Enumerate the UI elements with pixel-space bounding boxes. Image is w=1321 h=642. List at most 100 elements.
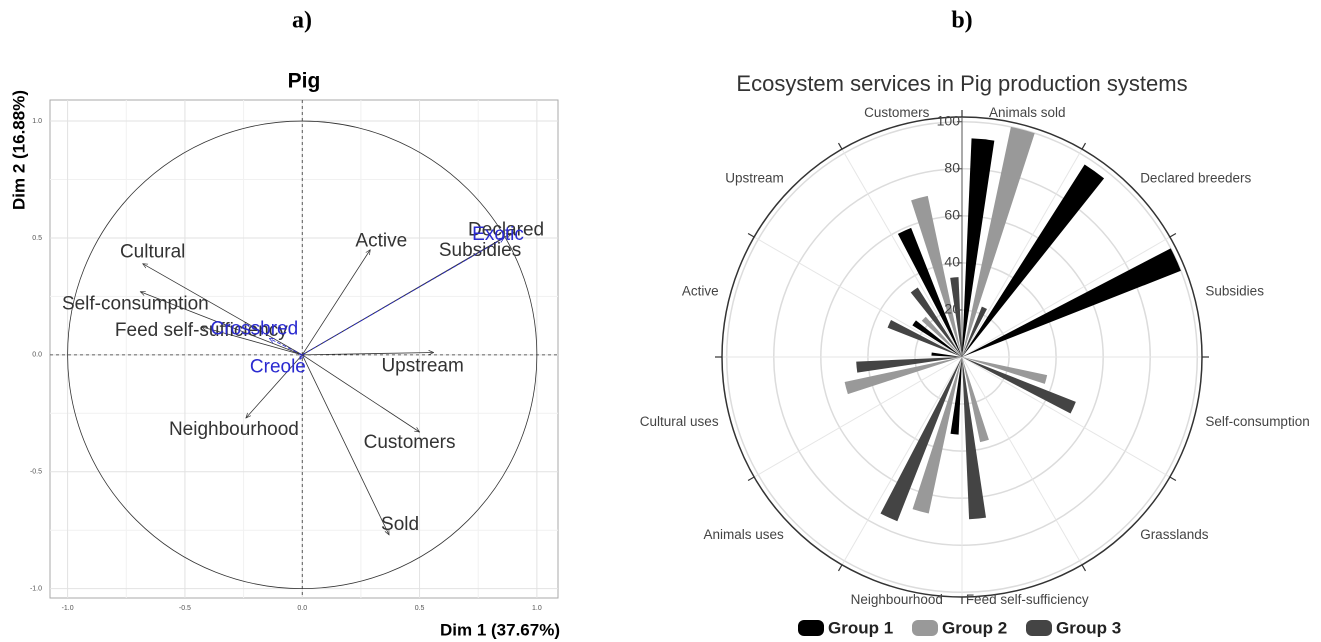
vector-arrow (201, 327, 303, 356)
radial-tick-label: 100 (937, 112, 961, 128)
bar (910, 287, 962, 357)
panel-label: b) (951, 8, 972, 34)
bar (962, 306, 987, 357)
legend-label: Group 3 (1056, 618, 1121, 637)
radial-tick-label: 20 (944, 301, 960, 317)
bar (880, 357, 962, 522)
x-tick-label: 0.5 (415, 605, 425, 612)
spoke (961, 148, 1083, 358)
bar (962, 357, 1076, 414)
bar (912, 320, 962, 357)
category-label: Animals uses (704, 527, 785, 542)
vector-arrow (140, 292, 303, 356)
legend-swatch (1026, 620, 1052, 636)
correlation-circle (67, 120, 538, 590)
vector-label: Cultural (120, 242, 185, 263)
spoke (841, 148, 963, 358)
legend-swatch (912, 620, 938, 636)
bar (962, 138, 995, 357)
vector-label: Active (355, 231, 407, 252)
bar (962, 164, 1105, 357)
outer-tick (747, 476, 755, 482)
radial-tick-label: 40 (944, 254, 960, 270)
spoke (753, 356, 963, 478)
y-tick-label: 0.0 (32, 352, 42, 359)
bar (911, 195, 962, 357)
outer-tick (747, 232, 755, 238)
bar (962, 248, 1181, 357)
chart-title: Ecosystem services in Pig production sys… (736, 71, 1187, 96)
vector-arrow (300, 355, 302, 360)
y-tick-label: -0.5 (30, 469, 42, 476)
vector-label: Exotic (472, 224, 524, 245)
x-tick-label: -0.5 (179, 605, 191, 612)
spoke (753, 236, 963, 358)
chart-title: Pig (288, 70, 321, 93)
bar (962, 126, 1035, 357)
vector-label: Neighbourhood (169, 419, 299, 440)
vector-label: Upstream (381, 356, 463, 377)
category-label: Self-consumption (1205, 414, 1309, 429)
outer-tick (1169, 232, 1177, 238)
vector-arrow (302, 238, 504, 356)
panel-label: a) (292, 8, 312, 34)
radial-tick-label: 80 (944, 159, 960, 175)
bar (962, 357, 986, 520)
legend-swatch (798, 620, 824, 636)
vector-arrow (302, 354, 419, 432)
category-label: Active (682, 283, 719, 298)
outer-tick (837, 142, 843, 150)
vector-arrow (301, 250, 370, 356)
bar (912, 357, 962, 514)
bar (844, 357, 962, 395)
y-tick-label: 0.5 (32, 235, 42, 242)
category-label: Customers (864, 105, 930, 120)
bar (931, 352, 962, 357)
vector-label: Feed self-sufficiency (115, 320, 288, 341)
category-label: Subsidies (1205, 283, 1264, 298)
x-axis-title: Dim 1 (37.67%) (440, 620, 560, 639)
bar (950, 357, 962, 435)
spoke (961, 356, 1171, 478)
category-label: Neighbourhood (851, 592, 943, 607)
vector-label: Customers (364, 432, 456, 453)
spoke (961, 236, 1171, 358)
bar (887, 320, 962, 357)
vector-label: Sold (381, 514, 419, 535)
y-tick-label: 1.0 (32, 118, 42, 125)
vector-label: Declared (468, 219, 544, 240)
vector-label: Creole (250, 357, 306, 378)
category-label: Animals sold (989, 105, 1066, 120)
bar (950, 277, 962, 357)
category-label: Upstream (725, 170, 784, 185)
vector-arrow (143, 264, 303, 356)
vector-label: Self-consumption (62, 294, 209, 315)
legend-label: Group 1 (828, 618, 893, 637)
vector-arrow (302, 353, 433, 356)
spoke (841, 356, 963, 566)
x-tick-label: -1.0 (62, 605, 74, 612)
bar (962, 357, 989, 443)
outer-tick (1081, 142, 1087, 150)
outer-tick (837, 564, 843, 572)
bar (921, 316, 962, 357)
vector-arrow (246, 354, 303, 418)
category-label: Declared breeders (1140, 170, 1251, 185)
bar (856, 357, 962, 373)
legend-label: Group 2 (942, 618, 1007, 637)
vector-label: Crossbred (211, 318, 299, 339)
outer-tick (1169, 476, 1177, 482)
bar (962, 357, 1048, 384)
y-tick-label: -1.0 (30, 585, 42, 592)
radial-tick-label: 60 (944, 207, 960, 223)
category-label: Grasslands (1140, 527, 1209, 542)
y-axis-title: Dim 2 (16.88%) (9, 90, 28, 210)
outer-tick (1081, 564, 1087, 572)
vector-arrow (301, 354, 390, 535)
vector-arrow (269, 338, 303, 356)
spoke (961, 356, 1083, 566)
category-label: Cultural uses (640, 414, 719, 429)
x-tick-label: 0.0 (297, 605, 307, 612)
x-tick-label: 1.0 (532, 605, 542, 612)
